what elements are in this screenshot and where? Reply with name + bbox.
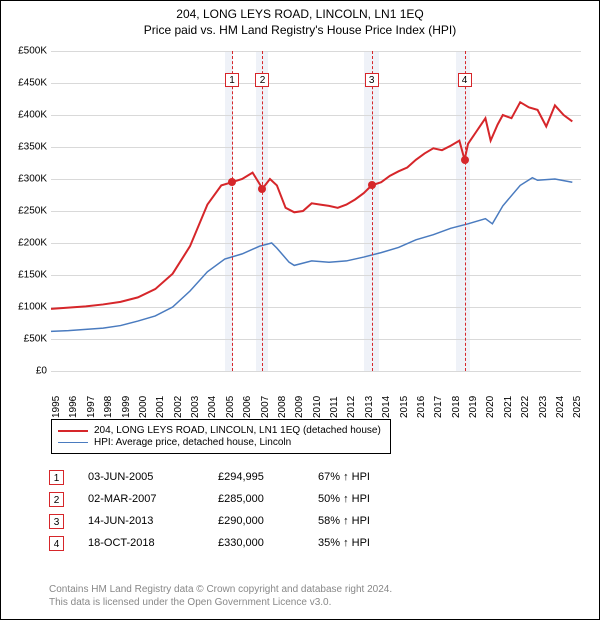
series-line-property: [51, 102, 572, 309]
x-axis-label: 2018: [451, 388, 462, 418]
x-axis-label: 1998: [103, 388, 114, 418]
legend-item-hpi: HPI: Average price, detached house, Linc…: [58, 437, 384, 448]
y-axis-label: £500K: [5, 46, 47, 57]
x-axis-label: 2013: [364, 388, 375, 418]
sale-dot: [228, 178, 236, 186]
title-address: 204, LONG LEYS ROAD, LINCOLN, LN1 1EQ: [1, 7, 599, 21]
legend-label-hpi: HPI: Average price, detached house, Linc…: [94, 437, 291, 448]
x-axis-label: 1999: [121, 388, 132, 418]
x-axis-label: 2019: [468, 388, 479, 418]
x-axis-label: 2015: [399, 388, 410, 418]
y-axis-label: £200K: [5, 238, 47, 249]
y-axis-label: £150K: [5, 270, 47, 281]
sale-dot: [368, 181, 376, 189]
line-plot: [51, 51, 581, 371]
title-block: 204, LONG LEYS ROAD, LINCOLN, LN1 1EQ Pr…: [1, 1, 599, 37]
x-axis-label: 2006: [242, 388, 253, 418]
x-axis-label: 2005: [225, 388, 236, 418]
sales-table: 1 03-JUN-2005£294,99567% ↑ HPI 2 02-MAR-200…: [49, 466, 418, 554]
sales-marker: 1: [49, 470, 64, 485]
x-axis-label: 2012: [346, 388, 357, 418]
event-line: [232, 51, 233, 371]
chart-area: 1234 £0£50K£100K£150K£200K£250K£300K£350…: [51, 51, 581, 371]
x-axis-label: 2025: [572, 388, 583, 418]
x-axis-label: 2023: [538, 388, 549, 418]
y-axis-label: £250K: [5, 206, 47, 217]
sale-dot: [258, 185, 266, 193]
x-axis-label: 2001: [155, 388, 166, 418]
x-axis-label: 2004: [207, 388, 218, 418]
sales-marker: 4: [49, 536, 64, 551]
sale-date: 18-OCT-2018: [88, 537, 218, 549]
sale-price: £285,000: [218, 493, 318, 505]
x-axis-label: 2008: [277, 388, 288, 418]
y-axis-label: £350K: [5, 142, 47, 153]
x-axis-label: 2017: [433, 388, 444, 418]
footer-attribution: Contains HM Land Registry data © Crown c…: [49, 583, 392, 609]
sale-date: 03-JUN-2005: [88, 471, 218, 483]
sales-marker: 2: [49, 492, 64, 507]
sales-row: 4 18-OCT-2018£330,00035% ↑ HPI: [49, 532, 418, 554]
x-axis-label: 2024: [555, 388, 566, 418]
footer-line1: Contains HM Land Registry data © Crown c…: [49, 583, 392, 596]
event-marker: 1: [225, 73, 239, 87]
y-axis-label: £300K: [5, 174, 47, 185]
sale-price: £290,000: [218, 515, 318, 527]
sales-row: 1 03-JUN-2005£294,99567% ↑ HPI: [49, 466, 418, 488]
x-axis-label: 2000: [138, 388, 149, 418]
sales-marker: 3: [49, 514, 64, 529]
sales-row: 3 14-JUN-2013£290,00058% ↑ HPI: [49, 510, 418, 532]
x-axis-label: 2021: [503, 388, 514, 418]
sales-row: 2 02-MAR-2007£285,00050% ↑ HPI: [49, 488, 418, 510]
title-subtitle: Price paid vs. HM Land Registry's House …: [1, 23, 599, 37]
sale-pct-vs-hpi: 35% ↑ HPI: [318, 537, 418, 549]
legend-swatch-hpi: [58, 442, 88, 444]
y-axis-label: £0: [5, 366, 47, 377]
x-axis-label: 2016: [416, 388, 427, 418]
sale-price: £330,000: [218, 537, 318, 549]
x-axis-label: 1995: [51, 388, 62, 418]
sale-pct-vs-hpi: 58% ↑ HPI: [318, 515, 418, 527]
x-axis-label: 2011: [329, 388, 340, 418]
legend-swatch-property: [58, 430, 88, 432]
sale-pct-vs-hpi: 67% ↑ HPI: [318, 471, 418, 483]
y-axis-label: £100K: [5, 302, 47, 313]
sale-dot: [461, 156, 469, 164]
x-axis-label: 2007: [260, 388, 271, 418]
y-axis-label: £400K: [5, 110, 47, 121]
gridline: [51, 371, 581, 372]
event-marker: 4: [458, 73, 472, 87]
y-axis-label: £450K: [5, 78, 47, 89]
x-axis-label: 2009: [294, 388, 305, 418]
footer-line2: This data is licensed under the Open Gov…: [49, 596, 392, 609]
x-axis-label: 2020: [485, 388, 496, 418]
sale-price: £294,995: [218, 471, 318, 483]
event-line: [262, 51, 263, 371]
y-axis-label: £50K: [5, 334, 47, 345]
legend-item-property: 204, LONG LEYS ROAD, LINCOLN, LN1 1EQ (d…: [58, 425, 384, 436]
x-axis-label: 2014: [381, 388, 392, 418]
chart-container: 204, LONG LEYS ROAD, LINCOLN, LN1 1EQ Pr…: [0, 0, 600, 620]
sale-date: 02-MAR-2007: [88, 493, 218, 505]
sale-date: 14-JUN-2013: [88, 515, 218, 527]
x-axis-label: 1997: [86, 388, 97, 418]
x-axis-label: 2022: [520, 388, 531, 418]
legend: 204, LONG LEYS ROAD, LINCOLN, LN1 1EQ (d…: [51, 419, 391, 454]
event-marker: 2: [255, 73, 269, 87]
sale-pct-vs-hpi: 50% ↑ HPI: [318, 493, 418, 505]
series-line-hpi: [51, 178, 572, 332]
event-line: [465, 51, 466, 371]
event-marker: 3: [365, 73, 379, 87]
x-axis-label: 1996: [68, 388, 79, 418]
legend-label-property: 204, LONG LEYS ROAD, LINCOLN, LN1 1EQ (d…: [94, 425, 381, 436]
x-axis-label: 2002: [173, 388, 184, 418]
event-line: [372, 51, 373, 371]
x-axis-label: 2010: [312, 388, 323, 418]
x-axis-label: 2003: [190, 388, 201, 418]
